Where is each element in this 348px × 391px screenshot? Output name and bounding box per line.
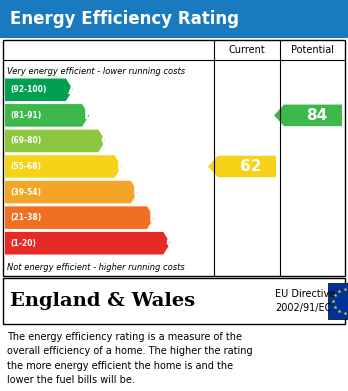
Text: (1-20): (1-20) (10, 239, 36, 248)
Text: 84: 84 (306, 108, 327, 123)
Text: (55-68): (55-68) (10, 162, 41, 171)
Bar (3, 278, 345, 324)
Text: D: D (117, 160, 128, 174)
Bar (0, 0, 348, 38)
Polygon shape (5, 206, 154, 229)
Bar (3, 40, 345, 276)
Text: The energy efficiency rating is a measure of the
overall efficiency of a home. T: The energy efficiency rating is a measur… (7, 332, 253, 385)
Text: (21-38): (21-38) (10, 213, 41, 222)
Text: B: B (84, 108, 95, 122)
Text: 62: 62 (240, 159, 262, 174)
Text: Potential: Potential (291, 45, 333, 55)
Text: EU Directive: EU Directive (275, 289, 335, 299)
Text: Very energy efficient - lower running costs: Very energy efficient - lower running co… (7, 66, 185, 75)
Text: C: C (100, 134, 111, 148)
Text: (39-54): (39-54) (10, 188, 41, 197)
Text: Energy Efficiency Rating: Energy Efficiency Rating (10, 10, 239, 28)
Text: A: A (68, 83, 79, 97)
Text: Not energy efficient - higher running costs: Not energy efficient - higher running co… (7, 262, 185, 271)
Text: F: F (149, 211, 159, 225)
Polygon shape (5, 104, 89, 127)
Polygon shape (5, 232, 170, 255)
Text: 2002/91/EC: 2002/91/EC (275, 303, 331, 313)
Text: England & Wales: England & Wales (10, 292, 195, 310)
Polygon shape (274, 104, 342, 126)
Text: Current: Current (229, 45, 266, 55)
Bar (328, 283, 348, 319)
Polygon shape (5, 79, 73, 101)
Text: (81-91): (81-91) (10, 111, 41, 120)
Text: (69-80): (69-80) (10, 136, 41, 145)
Polygon shape (5, 181, 138, 203)
Polygon shape (5, 130, 105, 152)
Text: G: G (165, 236, 177, 250)
Text: E: E (133, 185, 142, 199)
Polygon shape (208, 156, 276, 177)
Text: (92-100): (92-100) (10, 85, 46, 94)
Polygon shape (5, 155, 121, 178)
